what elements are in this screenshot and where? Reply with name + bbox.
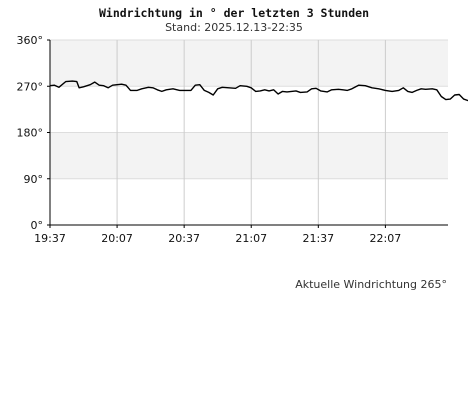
y-tick-label: 90° <box>24 173 44 186</box>
grid-lines <box>49 39 448 226</box>
plot-bands <box>50 40 448 225</box>
plot-band <box>50 178 448 225</box>
x-tick-label: 22:07 <box>370 232 402 245</box>
series-line-wind-direction <box>49 80 468 102</box>
plot-band <box>50 132 448 179</box>
x-tick-label: 20:37 <box>168 232 200 245</box>
x-tick-label: 20:07 <box>101 232 133 245</box>
plot-band <box>50 86 448 133</box>
x-tick-label: 21:07 <box>235 232 267 245</box>
plot-band <box>50 40 448 87</box>
y-tick-label: 270° <box>17 80 44 93</box>
chart-subtitle: Stand: 2025.12.13-22:35 <box>165 21 303 34</box>
y-tick-label: 0° <box>31 219 44 232</box>
current-wind-direction: Aktuelle Windrichtung 265° <box>295 278 447 291</box>
y-tick-label: 180° <box>17 127 44 140</box>
y-tick-labels: 0° 90° 180° 270° 360° <box>17 34 50 232</box>
y-tick-label: 360° <box>17 34 44 47</box>
x-tick-labels: 19:37 20:07 20:37 21:07 21:37 22:07 <box>34 225 401 245</box>
x-tick-label: 19:37 <box>34 232 66 245</box>
x-tick-label: 21:37 <box>302 232 334 245</box>
series-group <box>49 80 468 102</box>
chart-title: Windrichtung in ° der letzten 3 Stunden <box>98 6 370 20</box>
